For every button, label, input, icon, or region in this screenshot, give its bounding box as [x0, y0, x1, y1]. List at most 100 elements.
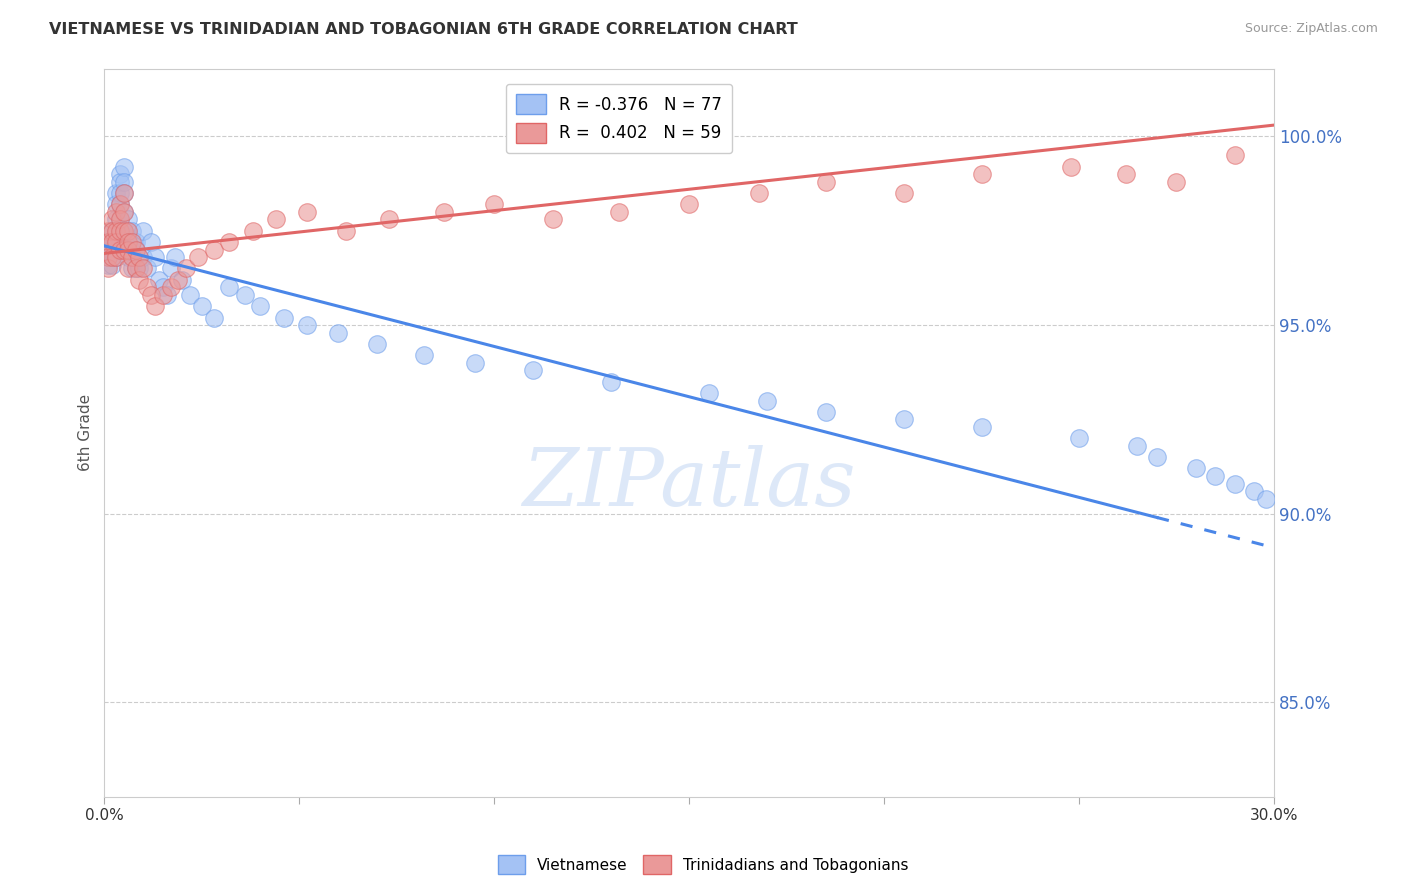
Point: [1146, 450, 1168, 464]
Point: [366, 337, 388, 351]
Point: [97, 250, 120, 264]
Point: [97, 258, 120, 272]
Point: [97, 250, 120, 264]
Point: [105, 197, 128, 211]
Point: [1243, 484, 1265, 499]
Point: [117, 235, 139, 249]
Point: [607, 205, 630, 219]
Point: [141, 288, 163, 302]
Point: [112, 205, 135, 219]
Text: ZIPatlas: ZIPatlas: [523, 445, 856, 523]
Point: [143, 250, 166, 264]
Point: [179, 288, 201, 302]
Point: [105, 250, 128, 264]
Point: [112, 175, 135, 189]
Point: [97, 243, 120, 257]
Point: [101, 224, 124, 238]
Point: [893, 412, 915, 426]
Point: [814, 175, 837, 189]
Point: [108, 224, 131, 238]
Point: [141, 235, 163, 249]
Point: [108, 167, 131, 181]
Point: [1115, 167, 1137, 181]
Point: [112, 186, 135, 200]
Point: [97, 224, 120, 238]
Point: [378, 212, 401, 227]
Point: [172, 273, 194, 287]
Point: [121, 224, 143, 238]
Point: [163, 250, 186, 264]
Point: [117, 224, 139, 238]
Point: [132, 224, 155, 238]
Point: [97, 235, 120, 249]
Point: [112, 224, 135, 238]
Point: [249, 299, 271, 313]
Point: [748, 186, 770, 200]
Point: [117, 212, 139, 227]
Point: [128, 273, 150, 287]
Point: [124, 235, 146, 249]
Point: [1060, 160, 1083, 174]
Point: [1223, 476, 1246, 491]
Point: [202, 243, 225, 257]
Point: [432, 205, 454, 219]
Point: [121, 250, 143, 264]
Point: [1166, 175, 1188, 189]
Point: [132, 261, 155, 276]
Point: [148, 273, 170, 287]
Point: [112, 160, 135, 174]
Point: [101, 235, 124, 249]
Point: [101, 250, 124, 264]
Point: [124, 261, 146, 276]
Point: [295, 205, 318, 219]
Point: [295, 318, 318, 332]
Point: [143, 299, 166, 313]
Point: [105, 235, 128, 249]
Point: [124, 243, 146, 257]
Point: [600, 375, 623, 389]
Y-axis label: 6th Grade: 6th Grade: [79, 394, 93, 471]
Point: [124, 261, 146, 276]
Point: [218, 280, 240, 294]
Point: [152, 280, 174, 294]
Point: [273, 310, 295, 325]
Point: [174, 261, 197, 276]
Point: [108, 212, 131, 227]
Point: [1067, 431, 1090, 445]
Point: [335, 224, 357, 238]
Point: [136, 280, 159, 294]
Point: [108, 212, 131, 227]
Point: [105, 212, 128, 227]
Point: [413, 348, 436, 362]
Point: [117, 235, 139, 249]
Point: [128, 250, 150, 264]
Point: [117, 261, 139, 276]
Point: [522, 363, 544, 377]
Point: [97, 235, 120, 249]
Point: [264, 212, 287, 227]
Point: [105, 235, 128, 249]
Point: [112, 186, 135, 200]
Point: [117, 250, 139, 264]
Point: [128, 261, 150, 276]
Point: [1185, 461, 1208, 475]
Point: [101, 250, 124, 264]
Point: [970, 420, 993, 434]
Point: [121, 235, 143, 249]
Point: [121, 261, 143, 276]
Text: VIETNAMESE VS TRINIDADIAN AND TOBAGONIAN 6TH GRADE CORRELATION CHART: VIETNAMESE VS TRINIDADIAN AND TOBAGONIAN…: [49, 22, 799, 37]
Point: [105, 205, 128, 219]
Point: [202, 310, 225, 325]
Point: [152, 288, 174, 302]
Point: [814, 405, 837, 419]
Point: [893, 186, 915, 200]
Point: [112, 205, 135, 219]
Point: [678, 197, 700, 211]
Point: [101, 243, 124, 257]
Point: [187, 250, 209, 264]
Point: [218, 235, 240, 249]
Point: [101, 235, 124, 249]
Point: [156, 288, 179, 302]
Point: [108, 235, 131, 249]
Legend: Vietnamese, Trinidadians and Tobagonians: Vietnamese, Trinidadians and Tobagonians: [492, 849, 914, 880]
